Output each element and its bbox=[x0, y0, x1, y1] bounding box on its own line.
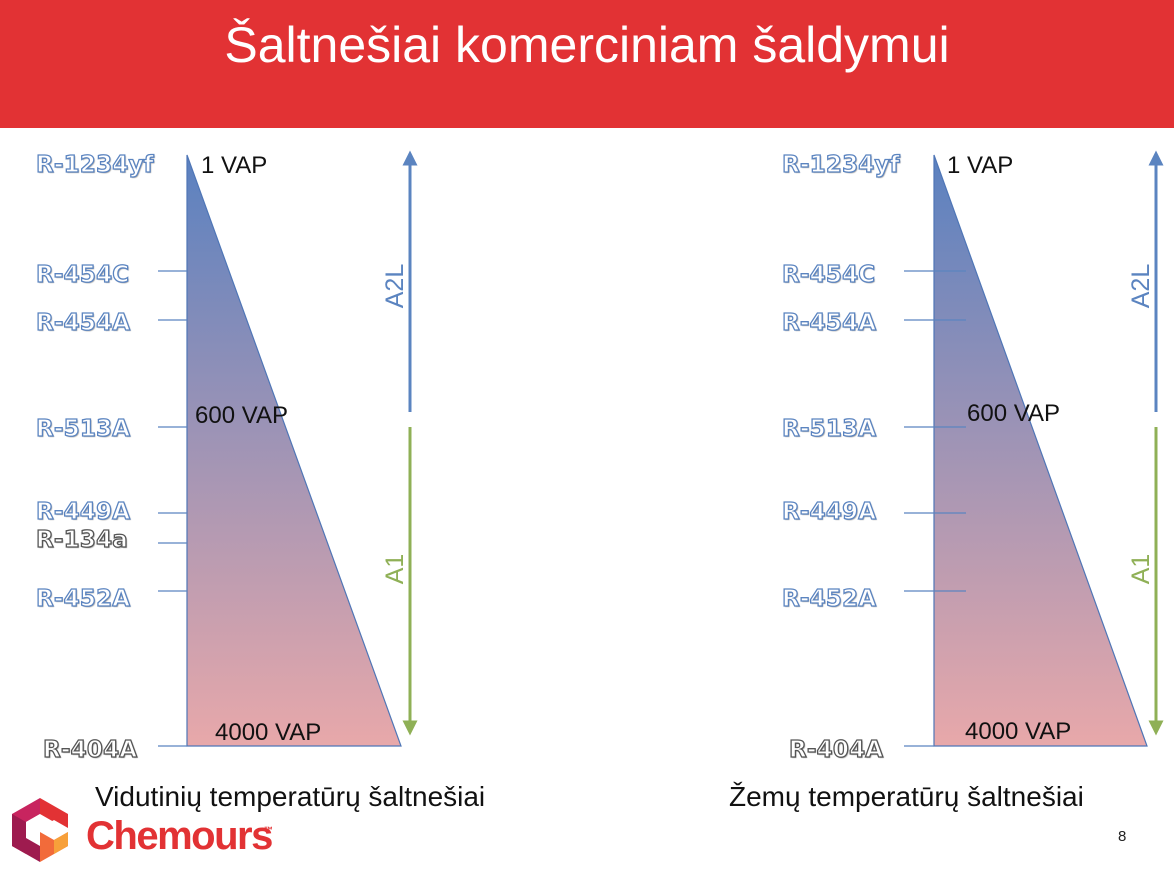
right-refrigerant-label: R-454A bbox=[781, 309, 877, 336]
right-tick-lines bbox=[904, 270, 966, 747]
left-vap-bottom-label: 4000 VAP bbox=[215, 719, 322, 746]
chemours-wordmark: Chemours bbox=[86, 814, 273, 858]
left-vap-top-label: 1 VAP bbox=[201, 152, 268, 179]
right-refrigerant-label: R-1234yf bbox=[781, 151, 900, 178]
left-refrigerant-label: R-1234yf bbox=[35, 151, 154, 178]
right-refrigerant-label: R-452A bbox=[781, 585, 877, 612]
title-banner bbox=[0, 0, 1174, 128]
left-refrigerant-label: R-454C bbox=[35, 261, 130, 288]
right-class-a1-label: A1 bbox=[1127, 553, 1155, 585]
right-refrigerant-label: R-454C bbox=[781, 261, 876, 288]
slide-title: Šaltnešiai komerciniam šaldymui bbox=[224, 17, 950, 73]
left-refrigerant-label: R-134a bbox=[35, 526, 128, 553]
left-refrigerant-label: R-404A bbox=[42, 736, 138, 763]
right-vap-triangle bbox=[933, 154, 1148, 747]
chemours-logo-icon bbox=[12, 798, 68, 862]
left-class-a1-label: A1 bbox=[381, 553, 409, 585]
right-refrigerant-label: R-404A bbox=[788, 736, 884, 763]
left-refrigerant-label: R-513A bbox=[35, 415, 131, 442]
right-refrigerant-label: R-513A bbox=[781, 415, 877, 442]
right-refrigerant-label: R-449A bbox=[781, 498, 877, 525]
right-vap-bottom-label: 4000 VAP bbox=[965, 718, 1072, 745]
left-tick-lines bbox=[158, 270, 187, 747]
left-refrigerant-label: R-449A bbox=[35, 498, 131, 525]
right-vap-top-label: 1 VAP bbox=[947, 152, 1014, 179]
left-refrigerant-label: R-452A bbox=[35, 585, 131, 612]
trademark-symbol: ™ bbox=[264, 825, 273, 835]
left-caption: Vidutinių temperatūrų šaltnešiai bbox=[95, 781, 486, 812]
left-vap-mid-label: 600 VAP bbox=[195, 402, 288, 429]
right-caption: Žemų temperatūrų šaltnešiai bbox=[729, 781, 1084, 812]
left-vap-triangle bbox=[186, 154, 402, 747]
left-class-a2l-label: A2L bbox=[381, 263, 409, 309]
left-refrigerant-label: R-454A bbox=[35, 309, 131, 336]
page-number: 8 bbox=[1118, 828, 1127, 845]
right-vap-mid-label: 600 VAP bbox=[967, 400, 1060, 427]
right-class-a2l-label: A2L bbox=[1127, 263, 1155, 309]
